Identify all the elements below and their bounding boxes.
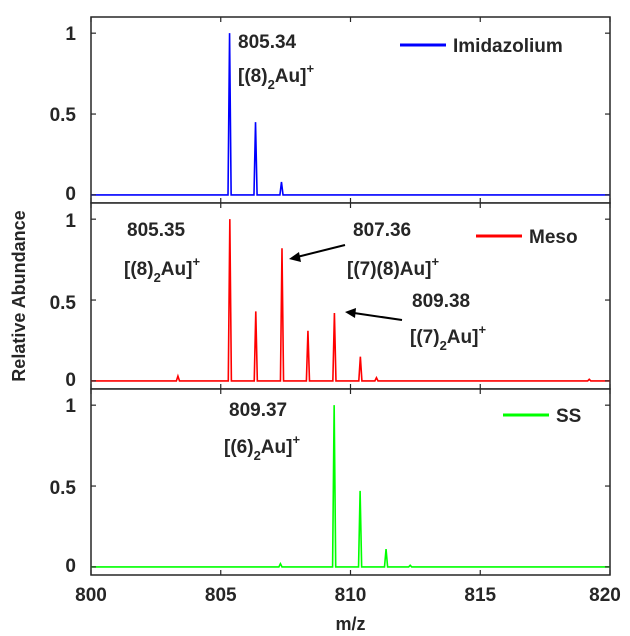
x-axis-title: m/z: [335, 614, 365, 634]
imidazolium-spectrum-line: [91, 33, 610, 196]
x-tick-label: 805: [205, 585, 237, 606]
y-tick-label: 0.5: [50, 105, 77, 126]
peak-formula: [(8)2Au]+: [238, 61, 314, 92]
peak-formula: [(6)2Au]+: [224, 432, 300, 463]
y-tick-label: 1: [65, 211, 76, 232]
legend-ss: SS: [503, 406, 581, 427]
y-tick-label: 0.5: [50, 478, 77, 499]
legend-label-ss: SS: [556, 406, 581, 427]
panel-ss: 1 0.5 0 SS 809.37 [(6)2Au]+: [50, 388, 611, 577]
peak-label: 807.36: [353, 220, 411, 241]
x-tick-label: 810: [335, 585, 367, 606]
peak-label: 809.38: [412, 291, 470, 312]
x-tick-label: 815: [464, 585, 496, 606]
annotation-arrowhead: [289, 252, 301, 262]
peak-label: 809.37: [229, 400, 287, 421]
y-tick-label: 0: [65, 370, 76, 391]
y-tick-labels-panel-3: 1 0.5 0: [50, 396, 77, 577]
y-tick-label: 0: [65, 556, 76, 577]
annotation-arrowhead: [345, 308, 356, 318]
y-tick-labels-panel-1: 1 0.5 0: [50, 24, 77, 205]
annotation-805-35: 805.35 [(8)2Au]+: [124, 220, 200, 285]
x-axis: 800 805 810 815 820 m/z: [75, 585, 621, 634]
panel-meso: 1 0.5 0 Meso 805.35 [(8)2Au]+ 807.36 [(7…: [50, 202, 611, 391]
legend-label-meso: Meso: [529, 227, 578, 248]
y-tick-label: 0: [65, 184, 76, 205]
annotation-arrow: [353, 312, 403, 321]
y-tick-label: 0.5: [50, 293, 77, 314]
annotation-809-38: 809.38 [(7)2Au]+: [345, 291, 486, 353]
annotation-807-36: 807.36 [(7)(8)Au]+: [289, 220, 439, 280]
peak-formula: [(7)2Au]+: [410, 322, 486, 353]
annotation-805-34: 805.34 [(8)2Au]+: [238, 32, 314, 92]
peak-formula: [(8)2Au]+: [124, 254, 200, 285]
ss-spectrum-line: [91, 405, 610, 568]
annotation-809-37: 809.37 [(6)2Au]+: [224, 400, 300, 463]
y-axis-title: Relative Abundance: [9, 210, 29, 381]
legend-label-imidazolium: Imidazolium: [453, 36, 563, 57]
panel-imidazolium: 1 0.5 0 Imidazolium 805.34 [(8)2Au]+: [50, 16, 611, 205]
y-tick-label: 1: [65, 396, 76, 417]
y-tick-labels-panel-2: 1 0.5 0: [50, 211, 77, 391]
x-tick-label: 820: [589, 585, 621, 606]
annotation-arrow: [296, 244, 346, 258]
legend-meso: Meso: [476, 227, 578, 248]
peak-formula: [(7)(8)Au]+: [347, 254, 439, 280]
peak-label: 805.35: [127, 220, 186, 241]
meso-spectrum-line: [91, 219, 610, 382]
legend-imidazolium: Imidazolium: [400, 36, 563, 57]
y-tick-label: 1: [65, 24, 76, 45]
peak-label: 805.34: [238, 32, 297, 53]
x-tick-label: 800: [75, 585, 107, 606]
